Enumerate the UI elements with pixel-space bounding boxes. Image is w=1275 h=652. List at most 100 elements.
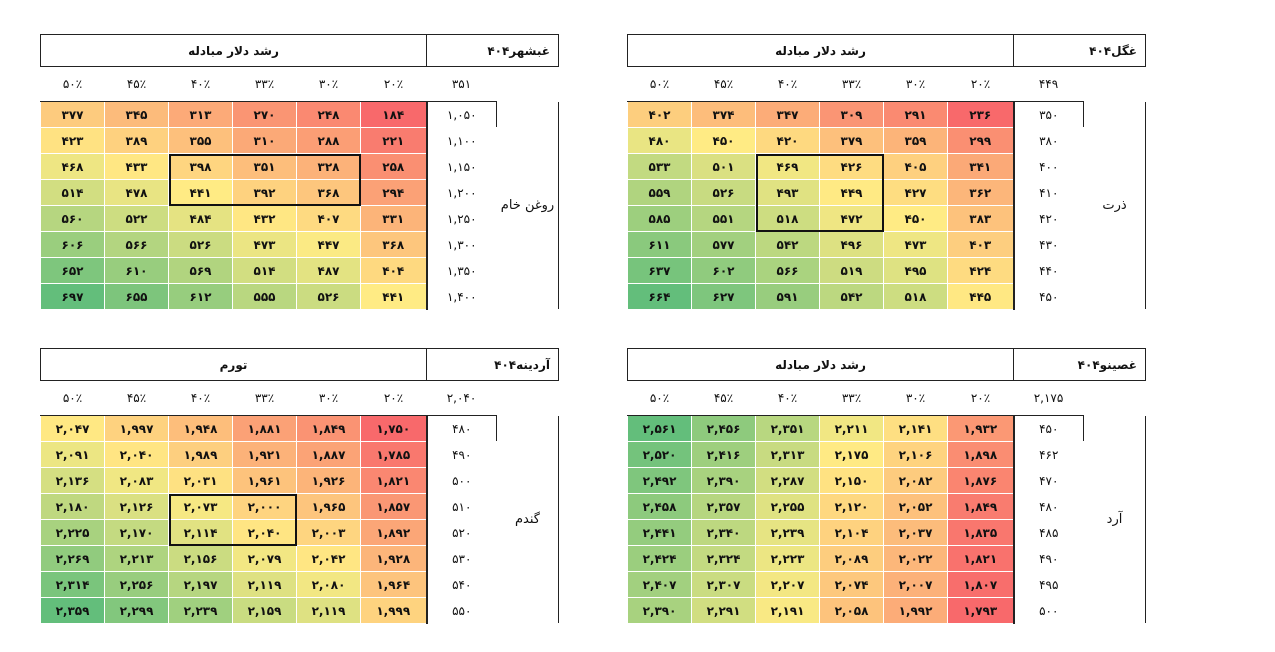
table-row: ۵۳۳ ۵۰۱ ۴۶۹ ۴۲۶ ۴۰۵ ۳۴۱ ۴۰۰ — [627, 153, 1146, 180]
value-cell: ۲,۴۲۴ — [627, 545, 692, 572]
value-cell: ۵۴۲ — [819, 283, 884, 310]
value-cell: ۱,۹۸۹ — [168, 441, 233, 468]
value-cell: ۲,۰۵۸ — [819, 597, 884, 624]
row-input-label: ۱,۳۰۰ — [425, 231, 497, 258]
value-cell: ۱,۸۴۹ — [947, 493, 1014, 520]
commodity-label: آرد — [1083, 415, 1146, 624]
value-cell: ۲,۰۸۳ — [104, 467, 169, 494]
commodity-label: روغن خام — [496, 101, 559, 310]
value-cell: ۲۷۰ — [232, 101, 297, 128]
base-price-cell: ۴۴۹ — [1013, 66, 1084, 102]
value-cell: ۲,۰۴۰ — [232, 519, 297, 546]
column-header: ۲۰٪ — [947, 66, 1014, 102]
value-cell: ۶۱۱ — [627, 231, 692, 258]
value-cell: ۱,۸۷۶ — [947, 467, 1014, 494]
value-cell: ۲,۳۴۰ — [691, 519, 756, 546]
table-row: ۲,۲۶۹ ۲,۲۱۳ ۲,۱۵۶ ۲,۰۷۹ ۲,۰۴۲ ۱,۹۲۸ ۵۳۰ — [40, 545, 559, 572]
value-cell: ۲,۴۴۱ — [627, 519, 692, 546]
value-cell: ۱,۹۲۶ — [296, 467, 361, 494]
column-header: ۳۰٪ — [296, 380, 361, 416]
value-cell: ۶۲۷ — [691, 283, 756, 310]
value-cell: ۳۱۳ — [168, 101, 233, 128]
value-cell: ۱,۸۹۸ — [947, 441, 1014, 468]
value-cell: ۵۰۱ — [691, 153, 756, 180]
value-cell: ۲,۵۶۱ — [627, 415, 692, 442]
value-cell: ۴۷۸ — [104, 179, 169, 206]
value-cell: ۴۲۴ — [947, 257, 1014, 284]
value-cell: ۲,۱۵۶ — [168, 545, 233, 572]
value-cell: ۵۶۰ — [40, 205, 105, 232]
column-header: ۳۳٪ — [232, 380, 297, 416]
value-cell: ۵۲۶ — [691, 179, 756, 206]
value-cell: ۶۰۶ — [40, 231, 105, 258]
column-header: ۴۰٪ — [168, 380, 233, 416]
column-header: ۲۰٪ — [360, 380, 427, 416]
value-cell: ۲,۲۲۳ — [755, 545, 820, 572]
value-cell: ۶۱۲ — [168, 283, 233, 310]
value-cell: ۵۹۱ — [755, 283, 820, 310]
table-row: ۵۸۵ ۵۵۱ ۵۱۸ ۴۷۲ ۴۵۰ ۳۸۳ ۴۲۰ — [627, 205, 1146, 232]
column-header: ۴۰٪ — [755, 66, 820, 102]
column-header: ۲۰٪ — [947, 380, 1014, 416]
value-cell: ۶۰۲ — [691, 257, 756, 284]
value-cell: ۵۲۲ — [104, 205, 169, 232]
value-cell: ۴۲۳ — [40, 127, 105, 154]
sensitivity-table: تورم آردینه۴۰۴ ۵۰٪ ۴۵٪ ۴۰٪ ۳۳٪ ۳۰٪ ۲۰٪ ۲,۰۴۰ ۲,۰۴… — [40, 348, 559, 624]
panel-oil-sensitivity: رشد دلار مبادله غبشهر۴۰۴ ۵۰٪ ۴۵٪ ۴۰٪ ۳۳٪ ۳۰٪ ۲۰… — [40, 34, 559, 310]
value-cell: ۱,۸۸۷ — [296, 441, 361, 468]
scenario-header: رشد دلار مبادله — [627, 348, 1014, 381]
value-cell: ۲,۱۷۰ — [104, 519, 169, 546]
value-cell: ۱,۹۶۵ — [296, 493, 361, 520]
sensitivity-table: رشد دلار مبادله غصینو۴۰۴ ۵۰٪ ۴۵٪ ۴۰٪ ۳۳٪ ۳۰٪ ۲۰… — [627, 348, 1146, 624]
value-cell: ۲,۰۴۷ — [40, 415, 105, 442]
value-cell: ۲,۳۲۴ — [691, 545, 756, 572]
value-cell: ۳۸۳ — [947, 205, 1014, 232]
value-cell: ۵۶۶ — [104, 231, 169, 258]
table-row: ۳۷۷ ۳۴۵ ۳۱۳ ۲۷۰ ۲۴۸ ۱۸۴ ۱,۰۵۰ روغن خام — [40, 101, 559, 310]
value-cell: ۴۴۱ — [168, 179, 233, 206]
column-header-row: ۵۰٪ ۴۵٪ ۴۰٪ ۳۳٪ ۳۰٪ ۲۰٪ ۴۴۹ — [627, 66, 1146, 102]
ticker-title: غبشهر۴۰۴ — [426, 34, 559, 67]
table-row: ۴۶۸ ۴۳۳ ۳۹۸ ۳۵۱ ۳۲۸ ۲۵۸ ۱,۱۵۰ — [40, 153, 559, 180]
value-cell: ۲,۰۸۲ — [883, 467, 948, 494]
value-cell: ۱,۷۵۰ — [360, 415, 427, 442]
value-cell: ۳۷۴ — [691, 101, 756, 128]
scenario-header: رشد دلار مبادله — [40, 34, 427, 67]
value-cell: ۳۱۰ — [232, 127, 297, 154]
value-cell: ۲,۳۵۹ — [40, 597, 105, 624]
value-cell: ۲,۰۳۷ — [883, 519, 948, 546]
value-cell: ۱,۸۴۹ — [296, 415, 361, 442]
row-input-label: ۵۳۰ — [425, 545, 497, 572]
value-cell: ۴۰۵ — [883, 153, 948, 180]
value-cell: ۲,۴۵۶ — [691, 415, 756, 442]
value-cell: ۱,۷۹۳ — [947, 597, 1014, 624]
base-price-cell: ۲,۱۷۵ — [1013, 380, 1084, 416]
table-row: ۶۳۷ ۶۰۲ ۵۶۶ ۵۱۹ ۴۹۵ ۴۲۴ ۴۴۰ — [627, 257, 1146, 284]
value-cell: ۶۹۷ — [40, 283, 105, 310]
value-cell: ۶۶۴ — [627, 283, 692, 310]
value-cell: ۴۲۶ — [819, 153, 884, 180]
value-cell: ۲۹۴ — [360, 179, 427, 206]
row-input-label: ۱,۴۰۰ — [425, 283, 497, 310]
row-input-label: ۴۴۰ — [1012, 257, 1084, 284]
column-header: ۴۵٪ — [691, 66, 756, 102]
value-cell: ۳۵۹ — [883, 127, 948, 154]
row-input-label: ۴۸۰ — [425, 415, 497, 442]
column-header: ۴۵٪ — [104, 66, 169, 102]
value-cell: ۲۲۱ — [360, 127, 427, 154]
column-header: ۵۰٪ — [627, 380, 692, 416]
value-cell: ۵۳۳ — [627, 153, 692, 180]
value-cell: ۳۲۸ — [296, 153, 361, 180]
value-cell: ۲۵۸ — [360, 153, 427, 180]
row-input-label: ۵۴۰ — [425, 571, 497, 598]
value-cell: ۲,۰۵۲ — [883, 493, 948, 520]
base-price-cell: ۳۵۱ — [426, 66, 497, 102]
row-input-label: ۵۰۰ — [1012, 597, 1084, 624]
row-input-label: ۱,۲۵۰ — [425, 205, 497, 232]
value-cell: ۴۳۳ — [104, 153, 169, 180]
value-cell: ۲۴۸ — [296, 101, 361, 128]
value-cell: ۲,۳۱۳ — [755, 441, 820, 468]
value-cell: ۲,۰۴۲ — [296, 545, 361, 572]
value-cell: ۲,۰۰۳ — [296, 519, 361, 546]
value-cell: ۱,۹۶۱ — [232, 467, 297, 494]
